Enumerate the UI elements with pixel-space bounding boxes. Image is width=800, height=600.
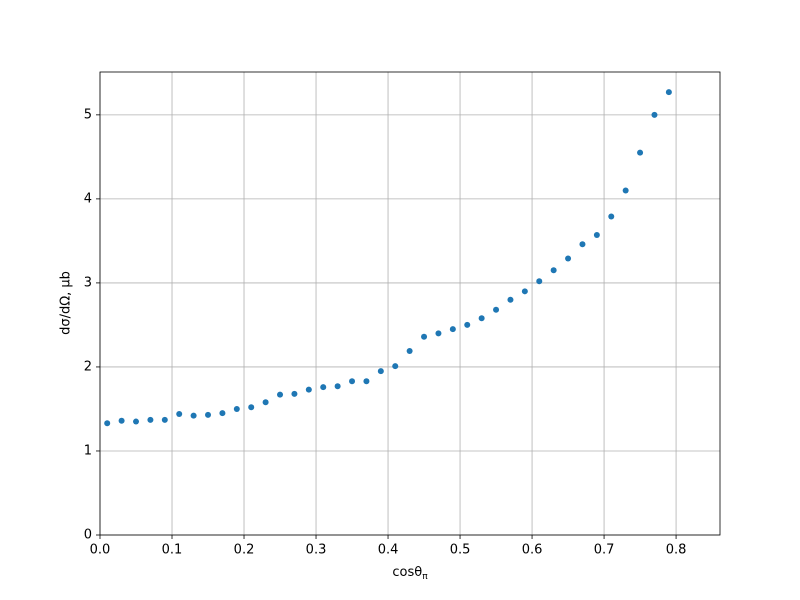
data-point [377,368,384,375]
x-tick-label: 0.8 [666,543,687,558]
data-point [363,378,370,385]
data-point [248,404,255,411]
x-label-main: cosθ [392,565,422,580]
y-tick-label: 0 [84,528,92,543]
data-point [190,412,197,419]
data-point [651,111,658,118]
data-point [320,384,327,391]
data-point [147,416,154,423]
data-point [262,399,269,406]
y-axis-label: dσ/dΩ, μb [59,271,74,335]
x-tick-label: 0.3 [306,543,327,558]
data-point [233,405,240,412]
data-point [133,418,140,425]
y-tick-label: 1 [84,443,92,458]
data-point [205,411,212,418]
y-tick-label: 5 [84,107,92,122]
x-tick-label: 0.7 [594,543,615,558]
data-point [493,306,500,313]
y-tick-label: 4 [84,191,92,206]
x-tick-label: 0.4 [378,543,399,558]
data-point [622,187,629,194]
plot-frame [99,71,721,536]
x-axis-label: cosθπ [392,565,428,582]
data-point [421,333,428,340]
y-tick-label: 2 [84,359,92,374]
data-point [104,420,111,427]
data-point [176,410,183,417]
data-point [435,330,442,337]
data-point [118,417,125,424]
data-point [392,363,399,370]
data-point [464,321,471,328]
data-point [665,89,672,96]
data-point [449,326,456,333]
data-point [161,416,168,423]
data-point [579,241,586,248]
data-point [349,378,356,385]
data-point [291,390,298,397]
data-point [305,386,312,393]
x-tick-label: 0.1 [162,543,183,558]
data-point [608,213,615,220]
data-point [550,267,557,274]
data-point [478,315,485,322]
data-point [334,383,341,390]
x-label-sub: π [422,572,428,582]
data-point [565,255,572,262]
x-tick-label: 0.5 [450,543,471,558]
data-point [406,347,413,354]
data-point [507,296,514,303]
data-point [593,232,600,239]
data-point [277,391,284,398]
data-point [521,288,528,295]
data-point [536,278,543,285]
x-tick-label: 0.0 [90,543,111,558]
x-tick-label: 0.2 [234,543,255,558]
data-point [637,149,644,156]
x-tick-label: 0.6 [522,543,543,558]
data-point [219,410,226,417]
y-tick-label: 3 [84,275,92,290]
